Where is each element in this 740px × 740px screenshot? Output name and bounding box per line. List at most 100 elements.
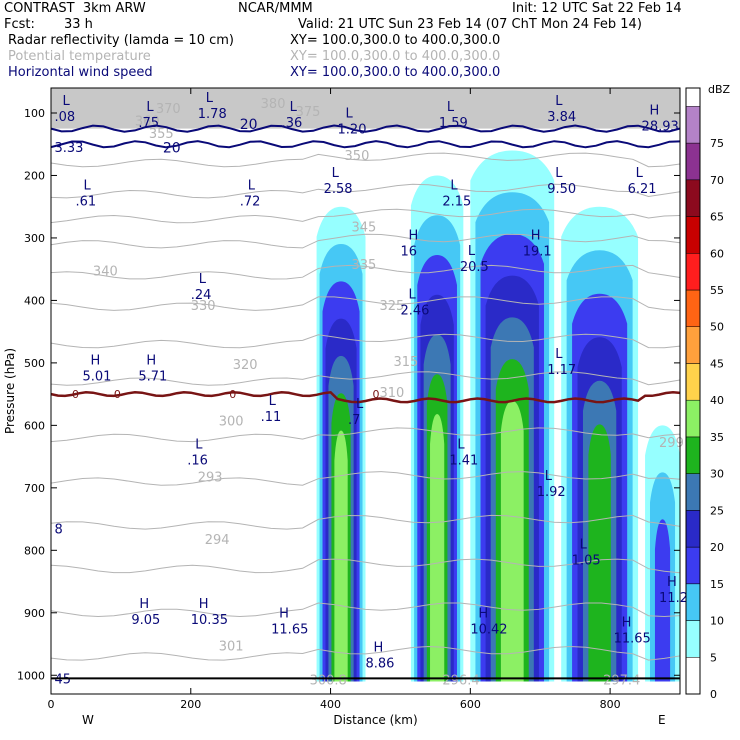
extremum-value: 8.86 (366, 657, 395, 672)
extremum-type: L (447, 100, 455, 115)
extremum-type: L (206, 91, 214, 106)
colorbar-label: 15 (710, 578, 724, 591)
colorbar-label: 0 (710, 688, 717, 701)
reflectivity-cell-1-band-35 (430, 414, 445, 682)
theta-label: 350 (345, 149, 370, 164)
reflectivity-cell-4-band-15 (654, 519, 671, 682)
y-tick-label: 800 (24, 544, 45, 557)
theta-label: 297.4 (603, 674, 640, 689)
freezing-level-label: 0 (229, 388, 236, 401)
y-tick-label: 500 (24, 357, 45, 370)
x-tick-label: 600 (460, 698, 481, 711)
freezing-level-layer: 0 0 0 0 (50, 388, 681, 404)
theta-label: 296.4 (442, 674, 479, 689)
theta-label: 315 (393, 355, 418, 370)
extremum-value: 9.50 (547, 182, 576, 197)
extremum-value: 1.92 (537, 485, 566, 500)
field-theta-xy: XY= 100.0,300.0 to 400.0,300.0 (290, 49, 501, 64)
reflectivity-cell-2-band-35 (500, 400, 524, 682)
header-fcst-label: Fcst: (4, 17, 35, 32)
wind-contour-0 (50, 124, 681, 133)
colorbar-label: 10 (710, 615, 724, 628)
colorbar-label: 50 (710, 321, 724, 334)
extremum-type: H (667, 575, 677, 590)
extremum-type: H (531, 228, 541, 243)
extremum-value: 1.20 (338, 122, 367, 137)
extremum-value: 20.5 (460, 260, 489, 275)
colorbar-swatch-5 (685, 620, 701, 658)
stratosphere-band (51, 88, 680, 129)
theta-label: 375 (296, 105, 321, 120)
extremum-type: H (90, 353, 100, 368)
extremum-value: .61 (75, 194, 96, 209)
theta-label: 300.8 (310, 674, 347, 689)
colorbar-label: 30 (710, 468, 724, 481)
theta-label: 310 (379, 386, 404, 401)
extremum-type: H (622, 616, 632, 631)
header-valid: Valid: 21 UTC Sun 23 Feb 14 (07 ChT Mon … (298, 17, 642, 32)
extremum-value: .75 (138, 116, 159, 131)
colorbar-swatch-70 (685, 142, 701, 181)
theta-label: 299 (659, 436, 684, 451)
theta-contour-13 (50, 645, 681, 661)
extremum-type: L (199, 272, 207, 287)
field-wind-name: Horizontal wind speed (8, 65, 153, 80)
x-tick-label: 800 (600, 698, 621, 711)
extremum-type: L (457, 438, 465, 453)
theta-label: 320 (233, 358, 258, 373)
extremum-value: 1.17 (547, 363, 576, 378)
theta-contour-11 (50, 558, 681, 574)
theta-contour-12 (50, 602, 681, 618)
extremum-value: 1.05 (572, 554, 601, 569)
extremum-value: 8 (54, 522, 62, 537)
header-init: Init: 12 UTC Sat 22 Feb 14 (512, 1, 682, 16)
extremum-value: 2.46 (400, 304, 429, 319)
extremum-value: 16 (400, 244, 417, 259)
extremum-type: L (146, 100, 154, 115)
theta-label: 335 (352, 258, 377, 273)
colorbar-label: 60 (710, 247, 724, 260)
colorbar-swatch-75 (685, 106, 701, 144)
extremum-type: L (555, 166, 563, 181)
extremum-value: 3.84 (547, 110, 576, 125)
colorbar-swatch-40 (685, 363, 701, 401)
colorbar-swatch-20 (685, 510, 701, 548)
colorbar-label: 65 (710, 211, 724, 224)
extremum-value: 19.1 (523, 244, 552, 259)
theta-contour-9 (50, 471, 681, 486)
y-tick-label: 600 (24, 419, 45, 432)
theta-label: 325 (379, 299, 404, 314)
theta-contour-2 (50, 208, 681, 224)
theta-label: 355 (149, 127, 174, 142)
colorbar-label: 40 (710, 394, 724, 407)
extremum-type: H (650, 103, 660, 118)
extremum-type: L (636, 166, 644, 181)
extremum-value: 1.59 (439, 116, 468, 131)
extremum-type: L (545, 469, 553, 484)
y-axis-label: Pressure (hPa) (3, 348, 17, 434)
wind-contour-label: 20 (240, 117, 258, 133)
theta-label: 294 (205, 533, 230, 548)
extremum-value: 28.93 (642, 119, 679, 134)
reflectivity-cell-0-band-35 (334, 430, 348, 682)
x-axis-east-label: E (658, 713, 666, 727)
extremum-value: 10.42 (470, 622, 507, 637)
extremum-type: L (62, 94, 70, 109)
extremum-type: L (468, 244, 476, 259)
extremum-value: 45 (54, 672, 71, 687)
y-tick-label: 1000 (17, 669, 45, 682)
colorbar-swatch-0 (685, 657, 701, 695)
extremum-value: 11.65 (614, 632, 651, 647)
field-wind-xy: XY= 100.0,300.0 to 400.0,300.0 (290, 65, 501, 80)
extremum-type: L (408, 288, 416, 303)
extremum-type: L (195, 438, 203, 453)
extremum-value: 5.01 (82, 369, 111, 384)
extremum-type: L (555, 94, 563, 109)
extremum-type: L (346, 106, 354, 121)
x-axis-label: Distance (km) (333, 713, 417, 727)
extremum-value: 5.71 (138, 369, 167, 384)
